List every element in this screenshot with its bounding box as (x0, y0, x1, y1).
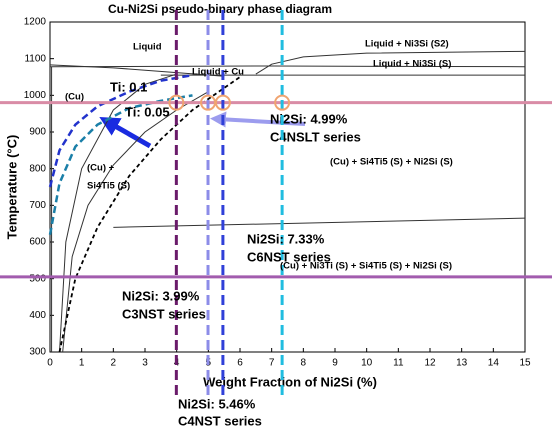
arrow (99, 117, 152, 149)
y-tick-label: 400 (29, 310, 46, 321)
composition-label: Ni2Si: 5.46% (178, 396, 256, 411)
phase-boundary (255, 50, 526, 75)
x-tick-label: 7 (269, 358, 275, 369)
region-label: (Cu) + Si4Ti5 (S) + Ni2Si (S) (330, 157, 453, 168)
y-tick-label: 600 (29, 237, 46, 248)
x-tick-label: 12 (424, 358, 436, 369)
y-axis-label: Temperature (°C) (4, 135, 19, 240)
y-tick-label: 900 (29, 127, 46, 138)
arrow (210, 111, 306, 128)
series-label: C4NST series (178, 413, 262, 428)
x-tick-label: 8 (301, 358, 307, 369)
x-tick-label: 10 (361, 358, 373, 369)
y-tick-label: 1100 (24, 53, 46, 64)
x-tick-label: 0 (47, 358, 53, 369)
region-label: (Cu) + (87, 163, 115, 174)
phase-boundary (59, 73, 177, 353)
series-label: C4NSLT series (270, 129, 361, 144)
region-label: (Cu) (65, 92, 84, 103)
region-label: Liquid + Ni3Si (S) (373, 59, 451, 70)
region-label: Si4Ti5 (S) (87, 181, 130, 192)
region-label: (Cu) + Ni3Ti (S) + Si4Ti5 (S) + Ni2Si (S… (280, 261, 452, 272)
series-label: C6NST series (247, 249, 331, 264)
x-tick-label: 2 (111, 358, 117, 369)
y-tick-label: 1000 (24, 90, 47, 101)
y-tick-label: 700 (29, 200, 46, 211)
chart-title: Cu-Ni2Si pseudo-binary phase diagram (108, 2, 332, 16)
curve-label: Ti: 0.05 (125, 104, 170, 119)
composition-label: Ni2Si: 3.99% (122, 288, 200, 303)
intersection-marker (214, 94, 231, 111)
x-tick-label: 9 (332, 358, 338, 369)
x-axis-label: Weight Fraction of Ni2Si (%) (203, 374, 377, 389)
phase-boundary (48, 73, 193, 188)
series-label: C3NST series (122, 306, 206, 321)
x-tick-label: 1 (79, 358, 85, 369)
x-tick-label: 11 (393, 358, 404, 369)
composition-label: Ni2Si: 7.33% (247, 231, 325, 246)
x-tick-label: 14 (488, 358, 500, 369)
composition-label: Ni2Si: 4.99% (270, 111, 348, 126)
x-tick-label: 13 (456, 358, 468, 369)
x-tick-label: 15 (519, 358, 531, 369)
curve-label: Ti: 0.1 (110, 79, 147, 94)
phase-boundary (49, 65, 526, 68)
y-tick-label: 500 (29, 273, 46, 284)
phase-boundary (113, 217, 526, 228)
x-tick-label: 3 (142, 358, 148, 369)
y-tick-label: 300 (29, 347, 46, 358)
phase-boundary (48, 94, 193, 235)
y-tick-label: 1200 (24, 17, 47, 28)
region-label: Liquid + Ni3Si (S2) (365, 39, 449, 50)
y-tick-label: 800 (29, 163, 46, 174)
phase-boundary (58, 76, 241, 353)
region-label: Liquid + Cu (192, 67, 244, 78)
region-label: Liquid (133, 42, 162, 53)
intersection-marker (168, 94, 185, 111)
x-tick-label: 6 (237, 358, 243, 369)
intersection-marker (274, 94, 291, 111)
